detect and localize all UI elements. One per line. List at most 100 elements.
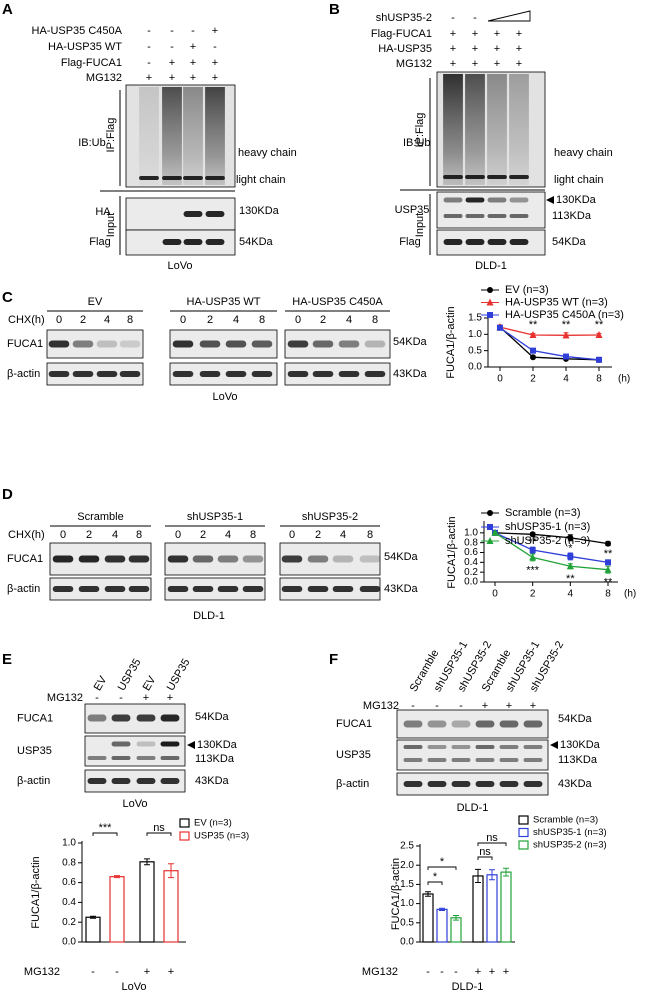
gradient-wedge (487, 10, 531, 22)
band (251, 340, 273, 348)
label: 8 (259, 314, 265, 326)
band (359, 586, 381, 592)
point (562, 331, 570, 339)
y-tick-label: 0.6 (62, 877, 76, 888)
label: IP:Flag (414, 113, 426, 148)
error-bar (503, 867, 509, 877)
label: FUCA1 (336, 718, 372, 730)
band (162, 239, 182, 245)
band (72, 340, 94, 348)
band (52, 555, 74, 563)
point (530, 354, 536, 361)
band (72, 371, 94, 377)
band (119, 340, 141, 348)
label: + (146, 72, 152, 84)
band (443, 175, 463, 179)
label: light chain (554, 174, 604, 186)
band (87, 778, 107, 784)
label: 4 (340, 529, 346, 541)
band (48, 371, 70, 377)
band (499, 758, 519, 762)
label: 54KDa (195, 711, 230, 723)
y-tick-label: 1.0 (464, 527, 478, 538)
label: + (494, 43, 500, 55)
label: Flag (399, 236, 420, 248)
point (596, 356, 602, 363)
series-line (494, 532, 609, 571)
label: + (190, 72, 196, 84)
label: heavy chain (238, 147, 297, 159)
label: LoVo (122, 798, 147, 810)
label: shUSP35-2 (302, 511, 358, 523)
point (491, 528, 499, 536)
bracket (146, 832, 172, 836)
label: 113KDa (195, 753, 235, 765)
band (487, 214, 507, 218)
label: + (212, 57, 218, 69)
band (403, 781, 423, 787)
y-tick-label: 0.8 (62, 857, 76, 868)
band (225, 340, 247, 348)
series-line (494, 532, 609, 545)
label: 0 (60, 529, 66, 541)
label: light chain (236, 174, 286, 186)
label: 0 (175, 529, 181, 541)
band (427, 745, 447, 749)
label: + (472, 28, 478, 40)
label: - (170, 25, 174, 37)
y-axis-label: FUCA1/β-actin (390, 858, 402, 930)
band (78, 555, 100, 563)
band (128, 555, 150, 563)
label: 113KDa (558, 754, 598, 766)
point (567, 534, 574, 541)
smear (465, 74, 485, 185)
label: Flag-FUCA1 (61, 57, 122, 69)
band (52, 586, 74, 592)
label: + (516, 43, 522, 55)
legend-label: USP35 (n=3) (194, 831, 249, 842)
error-bar (425, 891, 431, 897)
band (111, 756, 131, 760)
blot (396, 739, 549, 771)
label: 2 (80, 314, 86, 326)
band (403, 758, 423, 762)
label: 130KDa (197, 739, 238, 751)
band (167, 555, 189, 563)
band (128, 586, 150, 592)
band (136, 714, 156, 722)
significance: *** (526, 564, 540, 576)
label: 4 (346, 314, 352, 326)
x-sign: - (115, 966, 119, 978)
error-bar (475, 868, 481, 883)
label: heavy chain (554, 147, 613, 159)
point (487, 510, 493, 516)
x-sign: - (440, 966, 444, 978)
label: + (494, 28, 500, 40)
label: Input (414, 213, 426, 237)
label: E (2, 651, 12, 668)
band (523, 745, 543, 749)
legend-label: HA-USP35 WT (n=3) (505, 296, 608, 308)
y-tick-label: 0.4 (464, 557, 478, 568)
label: 54KDa (558, 713, 593, 725)
bar (163, 870, 179, 943)
y-tick-label: 1.0 (400, 898, 414, 909)
band (48, 340, 70, 348)
label: - (170, 41, 174, 53)
legend-label: shUSP35-1 (n=3) (533, 827, 607, 838)
label: C (2, 289, 13, 306)
smear (205, 87, 225, 185)
band (487, 197, 507, 203)
y-tick-label: 0.5 (400, 917, 414, 928)
band (509, 214, 529, 218)
x-unit: (h) (618, 374, 630, 385)
label: HA (95, 206, 111, 218)
label: - (435, 700, 439, 712)
y-tick-label: 1.5 (468, 313, 482, 324)
band (312, 371, 334, 377)
band (465, 239, 485, 245)
band (287, 371, 309, 377)
label: 43KDa (384, 583, 419, 595)
band (281, 555, 303, 563)
